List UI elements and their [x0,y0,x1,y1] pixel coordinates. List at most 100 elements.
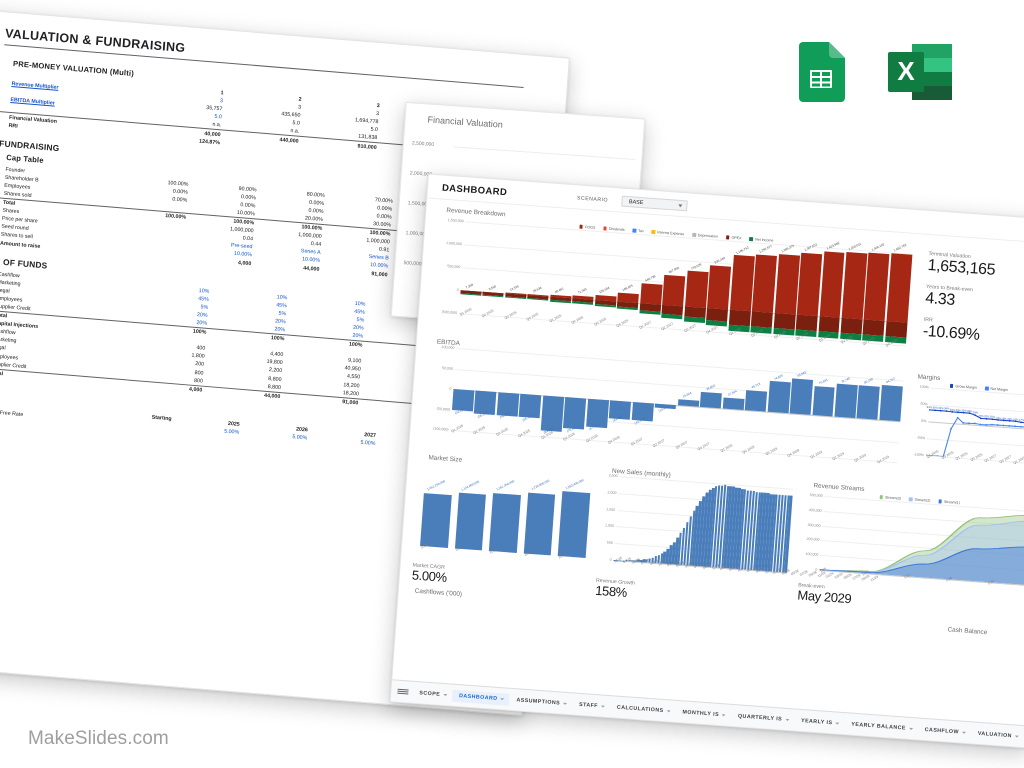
sheet-tab-valuation[interactable]: VALUATION [970,727,1024,743]
sheet-tab-yearly-balance[interactable]: YEARLY BALANCE [844,718,918,735]
data-point [934,409,936,412]
y-tick-label: -100% [913,452,925,458]
y-tick-label: (50,000) [436,406,451,412]
bar-segment-net-income [527,298,549,301]
data-point [1002,424,1005,427]
chevron-down-icon[interactable] [961,731,966,734]
legend-swatch [749,237,754,242]
data-point [928,408,931,411]
margins-chart[interactable]: 100% 50% 0% -50% -100% 34% 34% 34% 34% 33% 33% 33%… [908,385,1024,465]
data-point [951,410,954,413]
area-Stream(2) [819,521,1024,585]
bar-segment-cogs [819,251,845,318]
gridline [453,146,636,161]
dashboard-sheet[interactable]: DASHBOARD SCENARIO BASE Revenue Breakdow… [389,173,1024,749]
data-label: 936,240 [713,256,726,265]
y-tick-label: 0 [815,567,818,572]
legend-swatch [651,230,656,234]
legend-swatch [908,497,913,502]
chevron-down-icon[interactable] [835,721,840,725]
legend-swatch [632,228,637,233]
scenario-label: SCENARIO [576,194,609,204]
kpi-card: Terminal Valuation 1,653,165 [927,251,1024,284]
data-label: 20% [978,414,984,419]
chevron-down-icon[interactable] [1014,734,1019,738]
data-point [985,417,988,420]
legend-item[interactable]: Tax [632,228,644,234]
legend-swatch [938,499,943,504]
bar-segment-net-income [639,310,661,316]
sheet-tab-staff[interactable]: STAFF [572,698,611,713]
google-sheets-icon[interactable] [789,40,853,104]
legend-label: Tax [638,228,644,234]
bar [789,378,814,415]
chevron-down-icon[interactable] [500,697,505,700]
sheet-tab-quarterly-is[interactable]: QUARTERLY IS [731,709,795,726]
bar-column[interactable]: 1,161,350,000 [489,467,523,553]
sheet-tab-cashflow[interactable]: CASHFLOW [917,723,971,739]
chevron-down-icon [678,203,683,208]
data-label: 33% [955,408,961,413]
legend-swatch [603,226,608,231]
sheet-tab-calculations[interactable]: CALCULATIONS [609,701,675,718]
bar-column[interactable]: 84,767 [876,377,903,462]
sheet-tab-scope[interactable]: SCOPE [412,686,453,701]
data-point [945,410,948,413]
y-tick-label: 500,000 [403,260,422,268]
data-point [997,419,1000,421]
bar-segment-cogs [639,283,663,305]
chevron-down-icon[interactable] [908,727,913,730]
chevron-down-icon[interactable] [443,693,448,696]
dashboard-title: DASHBOARD [441,182,508,199]
sheet-tab-dashboard[interactable]: DASHBOARD [451,689,510,706]
data-label: 1,051,200,000 [426,479,446,492]
sheet-tab-assumptions[interactable]: ASSUMPTIONS [509,693,573,710]
y-tick-label: 100,000 [805,552,819,557]
bar [744,389,768,412]
bar-segment-cogs [662,274,686,307]
all-sheets-icon[interactable] [397,686,409,698]
sheet-tab-yearly-is[interactable]: YEARLY IS [794,714,845,730]
bar-column[interactable]: 1,051,200,000 [420,462,454,548]
chevron-down-icon[interactable] [721,713,727,717]
data-label: 13,525 [509,284,520,293]
bar-segment-opex [862,319,885,336]
sheet-tab-label: YEARLY IS [800,717,833,726]
area-Stream(1) [819,547,1024,585]
chevron-down-icon[interactable] [600,704,606,708]
data-label: 1,161,350,000 [495,479,516,492]
kpi-card: IRR -10.69% [922,317,1024,350]
revenue-streams-chart[interactable]: 500,000 400,000 300,000 200,000 100,000 0 [797,493,1024,586]
sheet-tab-label: DASHBOARD [458,692,498,702]
y-tick-label: 500 [606,540,613,546]
sheet-tab-bar[interactable]: SCOPE DASHBOARD ASSUMPTIONS STAFF CALCULATIO… [390,679,1024,748]
chevron-down-icon[interactable] [785,718,790,721]
data-label: 74,820 [773,372,784,381]
scenario-dropdown[interactable]: BASE [621,195,689,212]
bar-column[interactable]: 1,220,900,000 [523,470,558,556]
chevron-down-icon[interactable] [666,709,671,712]
data-label: 198,605 [621,283,634,292]
data-label: 657,956 [667,265,680,275]
bar-segment-cogs [707,265,732,310]
sheet-tab-monthly-is[interactable]: MONTHLY IS [675,705,731,721]
line-gross-margin [929,409,1024,425]
scenario-value: BASE [628,198,644,206]
bar-segment-net-income [617,306,639,310]
microsoft-excel-icon[interactable]: X [884,40,956,104]
data-label: 36,853 [705,383,716,392]
y-tick-label: 0% [921,418,927,424]
margins-line-series [925,408,1024,458]
legend-swatch [879,495,884,500]
bar-column[interactable]: 1,104,900,000 [454,465,489,551]
data-point [991,418,994,421]
bar-segment-cogs [729,255,755,312]
margins-panel: Margins Gross Margin Net Margin 100% 50% 0%… [906,370,1024,492]
chevron-down-icon[interactable] [563,702,568,705]
bar-column[interactable]: 1,283,400,000 [558,472,592,558]
bar-segment-cogs [864,252,890,321]
data-label: 105,594 [598,286,611,295]
y-tick-label: 0 [456,287,459,293]
data-label: 1,104,900,000 [460,479,481,492]
bar-segment-cogs [841,251,868,320]
